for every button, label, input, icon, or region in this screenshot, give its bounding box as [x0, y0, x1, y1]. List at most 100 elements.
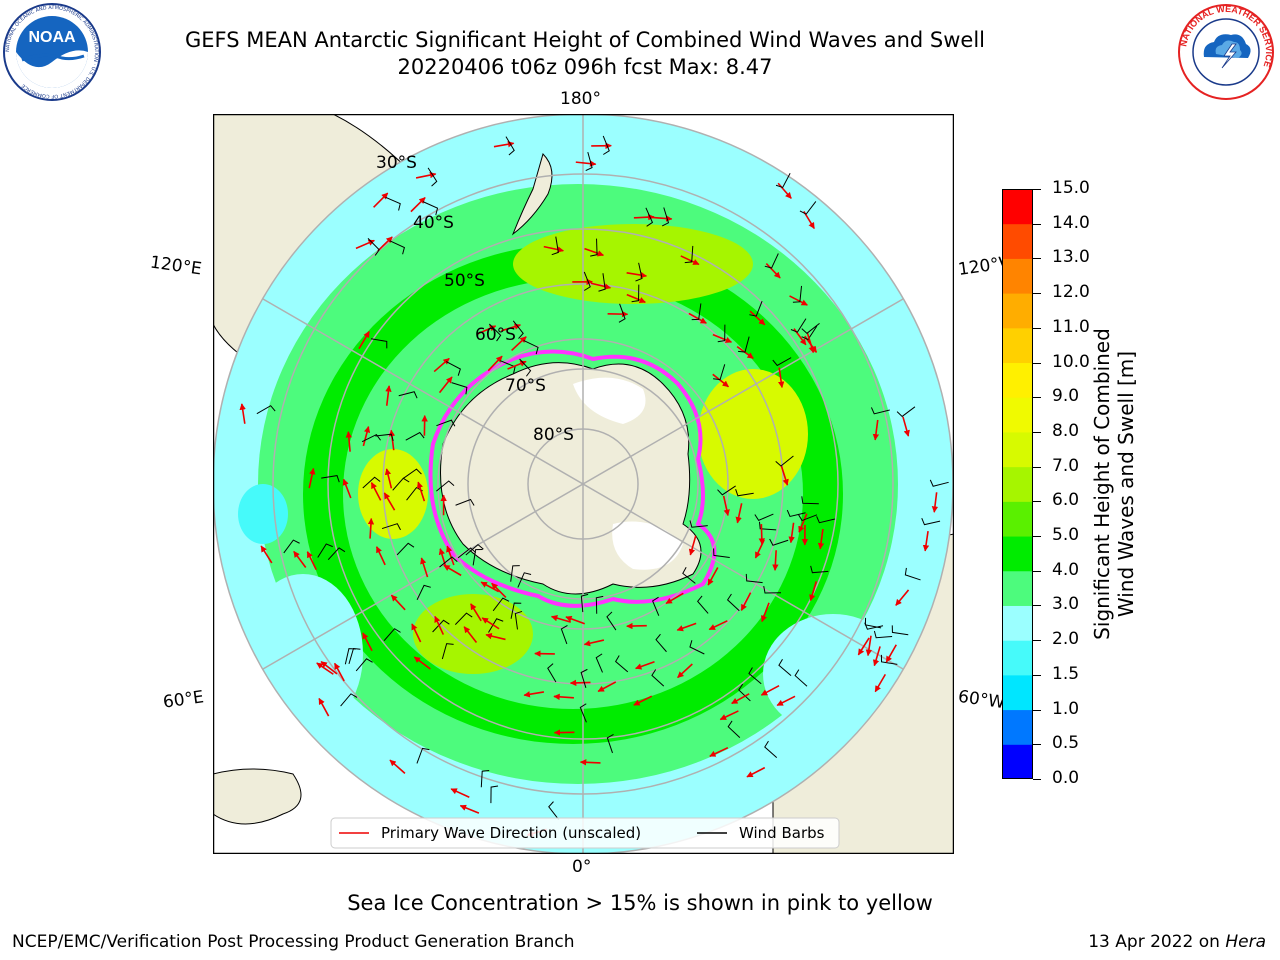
wind-barb — [367, 238, 380, 256]
wave-direction-arrow — [438, 376, 453, 394]
wind-barb — [436, 419, 456, 427]
wave-direction-arrow — [590, 282, 612, 290]
colorbar-tick-label: 0.5 — [1052, 733, 1080, 754]
colorbar-tick-label: 2.0 — [1052, 629, 1080, 650]
colorbar-tick-label: 8.0 — [1052, 420, 1080, 441]
wind-barb — [655, 633, 667, 653]
lat-label-50s: 50°S — [444, 271, 485, 291]
wave-direction-arrow — [760, 602, 770, 623]
wind-barb — [405, 431, 425, 441]
wind-barb — [775, 173, 791, 189]
wind-barb — [816, 516, 836, 524]
wave-direction-arrow — [358, 331, 370, 350]
wind-barb — [738, 336, 750, 353]
colorbar-segment — [1002, 258, 1033, 294]
wind-barb — [921, 517, 941, 526]
wave-direction-arrow — [565, 615, 585, 625]
wave-direction-arrow — [809, 581, 818, 602]
wind-barb — [579, 703, 587, 723]
wave-direction-arrow — [895, 589, 910, 606]
colorbar-segment — [1002, 431, 1033, 468]
wind-barb — [488, 323, 502, 342]
colorbar-tick-mark — [1033, 466, 1041, 468]
wave-direction-arrow — [597, 681, 617, 693]
lat-label-60s: 60°S — [475, 325, 516, 345]
wind-barb — [403, 468, 422, 479]
lat-label-30s: 30°S — [376, 153, 417, 173]
colorbar — [1002, 189, 1033, 779]
wind-barb — [416, 747, 430, 764]
colorbar-segment — [1002, 501, 1033, 537]
wind-barb — [689, 520, 708, 528]
wave-direction-arrow — [487, 355, 503, 372]
wave-direction-arrow — [260, 545, 273, 564]
wave-direction-arrow — [633, 695, 653, 706]
wave-direction-arrow — [709, 746, 729, 757]
wind-barb — [512, 320, 524, 339]
wind-barb — [727, 720, 741, 739]
wind-barb — [614, 655, 629, 673]
wave-direction-arrow — [370, 482, 382, 501]
wave-direction-arrow — [789, 295, 808, 306]
wave-direction-arrow — [817, 528, 825, 550]
colorbar-tick-mark — [1033, 744, 1041, 746]
wave-direction-arrow — [318, 697, 330, 717]
wind-barb — [344, 648, 356, 665]
wind-barb — [422, 201, 439, 216]
wind-barb — [769, 538, 789, 546]
wind-barb — [801, 323, 820, 334]
wind-barb — [606, 611, 617, 631]
wind-barb — [696, 595, 709, 614]
wave-direction-arrow — [798, 513, 808, 533]
wave-direction-arrow — [375, 546, 386, 566]
wind-barb — [383, 628, 401, 642]
wind-barb — [317, 543, 333, 558]
wind-barb — [580, 593, 589, 613]
wind-barb — [465, 544, 484, 556]
wave-direction-arrow — [931, 492, 939, 513]
wind-barb — [717, 324, 726, 343]
wind-barb — [340, 693, 358, 707]
wave-direction-arrow — [680, 255, 700, 266]
colorbar-segment — [1002, 189, 1033, 225]
colorbar-tick-label: 14.0 — [1052, 212, 1090, 233]
colorbar-tick-label: 11.0 — [1052, 316, 1090, 337]
wind-barb — [560, 625, 568, 645]
wind-barb — [792, 285, 803, 303]
wind-barb — [810, 565, 829, 574]
wave-direction-arrow — [485, 632, 506, 641]
wave-direction-arrow — [677, 663, 693, 679]
colorbar-segment — [1002, 223, 1033, 259]
wind-barb — [547, 663, 557, 683]
colorbar-segment — [1002, 362, 1033, 398]
colorbar-segment — [1002, 605, 1033, 641]
wave-direction-arrow — [543, 245, 564, 253]
wind-barb — [684, 245, 694, 264]
wave-direction-arrow — [389, 759, 406, 774]
wind-barb — [870, 407, 890, 415]
wind-barb — [362, 476, 381, 489]
wind-barb — [510, 602, 522, 619]
wind-barb — [598, 273, 606, 292]
lat-label-80s: 80°S — [533, 425, 574, 445]
wave-direction-arrow — [511, 336, 527, 352]
colorbar-tick-mark — [1033, 674, 1041, 676]
wind-barb — [798, 514, 818, 522]
wave-direction-arrow — [712, 333, 733, 343]
wind-barb — [327, 547, 346, 561]
wind-barb — [283, 539, 300, 554]
sea-ice-note: Sea Ice Concentration > 15% is shown in … — [347, 891, 933, 915]
wind-barb — [738, 683, 751, 702]
colorbar-tick-mark — [1033, 293, 1041, 295]
wind-barb — [580, 668, 588, 688]
wave-direction-arrow — [316, 662, 334, 675]
wind-barb — [451, 382, 468, 395]
wind-barb — [457, 547, 477, 559]
wind-barb — [492, 597, 510, 612]
wind-barb — [454, 612, 473, 625]
colorbar-title-line-2: Wind Waves and Swell [m] — [1114, 350, 1138, 618]
wind-barb — [896, 406, 916, 418]
wind-barb — [551, 236, 559, 256]
wave-direction-arrow — [788, 522, 795, 544]
wave-direction-arrow — [410, 196, 426, 213]
